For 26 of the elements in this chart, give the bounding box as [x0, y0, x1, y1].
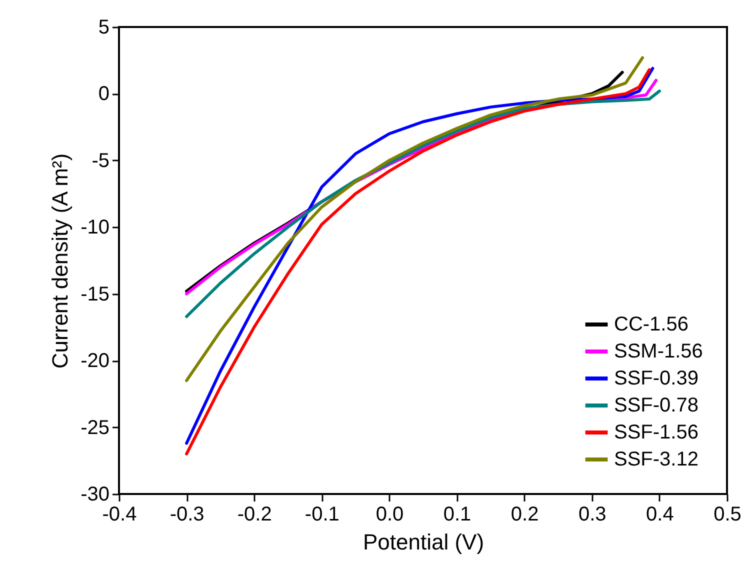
x-tick-label: 0.4 [646, 504, 674, 526]
x-tick-label: 0.5 [714, 504, 742, 526]
x-tick-label: 0.0 [376, 504, 404, 526]
legend-label: SSF-1.56 [614, 422, 698, 444]
y-tick-label: -30 [80, 484, 110, 506]
y-tick-label: -15 [80, 283, 110, 306]
x-tick-label: -0.3 [170, 504, 204, 526]
y-tick-label: 5 [98, 16, 110, 38]
y-tick-label: 0 [98, 83, 110, 106]
y-axis-title: Current density (A m²) [48, 153, 73, 369]
y-tick-label: -10 [80, 216, 110, 239]
legend-label: SSF-0.78 [614, 394, 698, 416]
x-tick-label: -0.1 [304, 504, 340, 526]
x-tick-label: 0.3 [578, 504, 606, 526]
y-tick-label: -20 [80, 350, 110, 372]
x-axis-title: Potential (V) [362, 530, 484, 554]
legend-label: SSF-3.12 [614, 448, 698, 470]
legend-label: SSF-0.39 [614, 368, 698, 390]
x-tick-label: -0.2 [237, 504, 272, 526]
x-tick-label: 0.2 [510, 504, 539, 526]
y-tick-label: -25 [80, 416, 110, 439]
y-tick-label: -5 [92, 150, 110, 172]
x-tick-label: -0.4 [102, 504, 137, 526]
legend-label: SSM-1.56 [614, 340, 703, 362]
legend-label: CC-1.56 [614, 314, 688, 336]
x-tick-label: 0.1 [443, 504, 472, 526]
